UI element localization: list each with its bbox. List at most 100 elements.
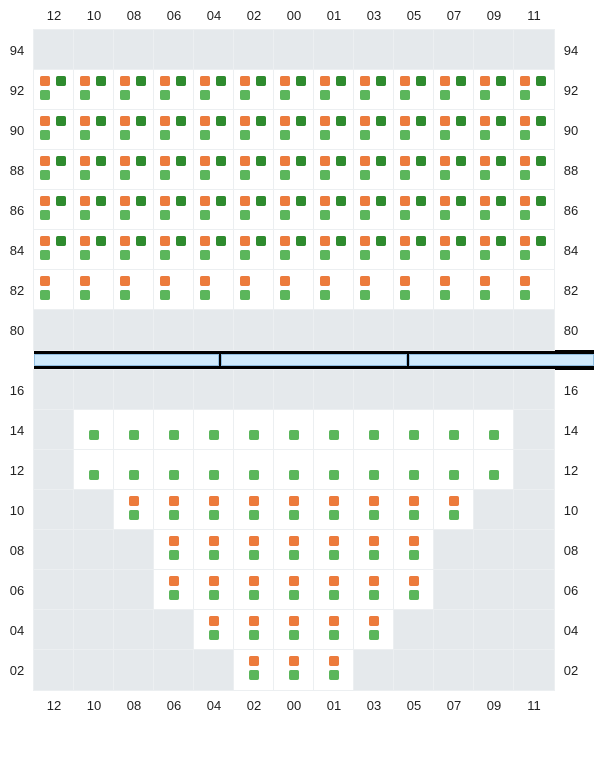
- seat-marker[interactable]: [520, 170, 530, 180]
- seat-marker[interactable]: [80, 170, 90, 180]
- seat-cell[interactable]: [474, 70, 514, 110]
- seat-marker[interactable]: [200, 116, 210, 126]
- seat-cell[interactable]: [434, 190, 474, 230]
- seat-marker[interactable]: [480, 276, 490, 286]
- seat-marker[interactable]: [336, 156, 346, 166]
- seat-marker[interactable]: [160, 290, 170, 300]
- seat-marker[interactable]: [40, 290, 50, 300]
- seat-marker[interactable]: [289, 630, 299, 640]
- seat-cell[interactable]: [194, 230, 234, 270]
- seat-cell[interactable]: [34, 150, 74, 190]
- seat-marker[interactable]: [289, 470, 299, 480]
- seat-marker[interactable]: [280, 130, 290, 140]
- seat-marker[interactable]: [129, 496, 139, 506]
- seat-marker[interactable]: [80, 276, 90, 286]
- seat-cell[interactable]: [114, 70, 154, 110]
- seat-marker[interactable]: [416, 156, 426, 166]
- seat-marker[interactable]: [96, 76, 106, 86]
- seat-marker[interactable]: [200, 290, 210, 300]
- seat-cell[interactable]: [74, 410, 114, 450]
- seat-marker[interactable]: [480, 116, 490, 126]
- seat-cell[interactable]: [434, 450, 474, 490]
- seat-cell[interactable]: [434, 230, 474, 270]
- seat-cell[interactable]: [314, 530, 354, 570]
- seat-marker[interactable]: [289, 670, 299, 680]
- seat-marker[interactable]: [56, 196, 66, 206]
- seat-marker[interactable]: [120, 250, 130, 260]
- seat-marker[interactable]: [480, 236, 490, 246]
- seat-marker[interactable]: [329, 496, 339, 506]
- seat-marker[interactable]: [240, 130, 250, 140]
- seat-marker[interactable]: [536, 236, 546, 246]
- seat-marker[interactable]: [496, 76, 506, 86]
- seat-cell[interactable]: [114, 410, 154, 450]
- seat-cell[interactable]: [354, 450, 394, 490]
- seat-marker[interactable]: [400, 276, 410, 286]
- seat-marker[interactable]: [40, 210, 50, 220]
- seat-marker[interactable]: [160, 156, 170, 166]
- seat-cell[interactable]: [194, 150, 234, 190]
- seat-marker[interactable]: [289, 536, 299, 546]
- seat-cell[interactable]: [194, 70, 234, 110]
- seat-cell[interactable]: [314, 150, 354, 190]
- seat-marker[interactable]: [40, 250, 50, 260]
- seat-marker[interactable]: [329, 576, 339, 586]
- seat-marker[interactable]: [80, 250, 90, 260]
- seat-marker[interactable]: [160, 76, 170, 86]
- seat-marker[interactable]: [240, 250, 250, 260]
- seat-cell[interactable]: [154, 410, 194, 450]
- seat-marker[interactable]: [289, 656, 299, 666]
- seat-cell[interactable]: [394, 410, 434, 450]
- seat-cell[interactable]: [514, 230, 554, 270]
- seat-cell[interactable]: [194, 190, 234, 230]
- seat-marker[interactable]: [129, 430, 139, 440]
- seat-marker[interactable]: [169, 590, 179, 600]
- seat-marker[interactable]: [520, 236, 530, 246]
- seat-marker[interactable]: [520, 76, 530, 86]
- seat-cell[interactable]: [154, 450, 194, 490]
- seat-marker[interactable]: [520, 196, 530, 206]
- seat-marker[interactable]: [120, 170, 130, 180]
- seat-marker[interactable]: [360, 250, 370, 260]
- seat-marker[interactable]: [360, 276, 370, 286]
- seat-marker[interactable]: [249, 616, 259, 626]
- seat-marker[interactable]: [296, 116, 306, 126]
- seat-marker[interactable]: [136, 156, 146, 166]
- seat-cell[interactable]: [114, 490, 154, 530]
- seat-marker[interactable]: [440, 250, 450, 260]
- seat-cell[interactable]: [514, 150, 554, 190]
- seat-marker[interactable]: [409, 550, 419, 560]
- seat-cell[interactable]: [434, 110, 474, 150]
- seat-marker[interactable]: [96, 116, 106, 126]
- seat-cell[interactable]: [234, 450, 274, 490]
- seat-cell[interactable]: [194, 410, 234, 450]
- seat-marker[interactable]: [249, 630, 259, 640]
- seat-marker[interactable]: [409, 590, 419, 600]
- seat-marker[interactable]: [120, 156, 130, 166]
- seat-marker[interactable]: [480, 156, 490, 166]
- seat-marker[interactable]: [120, 290, 130, 300]
- seat-marker[interactable]: [456, 236, 466, 246]
- seat-marker[interactable]: [169, 470, 179, 480]
- seat-marker[interactable]: [256, 196, 266, 206]
- seat-marker[interactable]: [480, 196, 490, 206]
- seat-marker[interactable]: [440, 210, 450, 220]
- seat-marker[interactable]: [240, 76, 250, 86]
- seat-cell[interactable]: [394, 490, 434, 530]
- seat-cell[interactable]: [394, 110, 434, 150]
- seat-marker[interactable]: [480, 170, 490, 180]
- seat-marker[interactable]: [409, 430, 419, 440]
- seat-marker[interactable]: [136, 116, 146, 126]
- seat-marker[interactable]: [249, 430, 259, 440]
- seat-marker[interactable]: [376, 156, 386, 166]
- seat-marker[interactable]: [449, 496, 459, 506]
- seat-marker[interactable]: [169, 510, 179, 520]
- seat-cell[interactable]: [314, 610, 354, 650]
- seat-cell[interactable]: [274, 490, 314, 530]
- seat-marker[interactable]: [360, 156, 370, 166]
- seat-marker[interactable]: [56, 76, 66, 86]
- seat-marker[interactable]: [369, 510, 379, 520]
- seat-marker[interactable]: [280, 76, 290, 86]
- seat-marker[interactable]: [520, 276, 530, 286]
- seat-marker[interactable]: [369, 536, 379, 546]
